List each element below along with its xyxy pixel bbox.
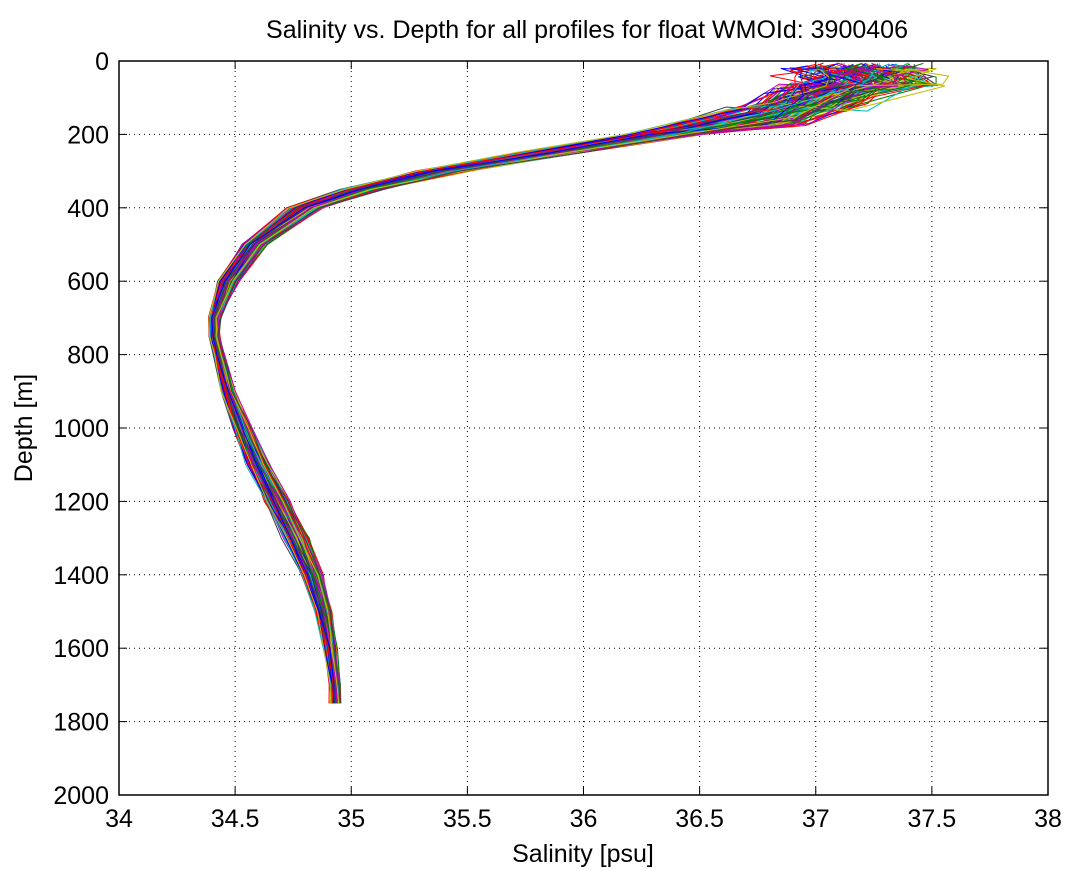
profile-line: [212, 63, 887, 704]
profile-line: [217, 65, 900, 704]
profile-line: [213, 67, 873, 704]
y-tick-label: 0: [95, 48, 109, 76]
profile-line: [209, 68, 884, 704]
profile-line: [212, 67, 839, 704]
profile-line: [213, 65, 858, 704]
x-tick-label: 36: [570, 805, 598, 833]
y-tick-label: 800: [67, 342, 109, 370]
profile-line: [209, 68, 832, 704]
y-tick-label: 1000: [53, 415, 109, 443]
profile-line: [210, 63, 888, 704]
profile-line: [209, 66, 868, 704]
profile-line: [209, 68, 876, 704]
profile-line: [212, 69, 879, 704]
x-tick-label: 35.5: [443, 805, 492, 833]
profile-line: [209, 67, 886, 704]
profile-line: [217, 64, 867, 704]
profile-line: [215, 68, 950, 704]
profile-line: [207, 67, 846, 704]
profile-line: [209, 68, 850, 704]
profile-line: [214, 67, 866, 704]
y-tick-label: 1400: [53, 562, 109, 590]
profile-line: [211, 69, 882, 704]
profile-line: [210, 66, 886, 704]
profile-line: [213, 67, 845, 704]
profile-line: [208, 63, 883, 704]
profile-line: [212, 68, 878, 704]
profile-line: [217, 64, 934, 704]
profile-line: [212, 64, 868, 704]
profile-line: [216, 69, 869, 704]
profile-line: [208, 64, 868, 704]
profile-line: [216, 67, 851, 704]
profile-line: [213, 68, 885, 704]
x-axis-label: Salinity [psu]: [512, 840, 654, 868]
y-tick-label: 1200: [53, 488, 109, 516]
y-tick-label: 400: [67, 195, 109, 223]
profile-line: [210, 66, 865, 704]
profile-line: [213, 64, 879, 704]
x-tick-label: 36.5: [675, 805, 724, 833]
y-axis-label: Depth [m]: [10, 374, 38, 482]
y-tick-label: 2000: [53, 782, 109, 810]
x-tick-label: 37.5: [908, 805, 957, 833]
x-tick-label: 34.5: [211, 805, 260, 833]
y-axis-ticks: 0 200 400 600 800 1000 1200 1400 1600 1800 2000: [53, 48, 1048, 810]
profile-line: [211, 67, 871, 704]
x-axis-ticks: 34 34.5 35 35.5 36 36.5 37 37.5 38: [105, 61, 1062, 833]
profile-line: [214, 68, 861, 704]
y-tick-label: 200: [67, 121, 109, 149]
profile-line: [210, 66, 848, 704]
profile-line: [215, 67, 860, 704]
profile-line: [208, 68, 836, 704]
profile-line: [211, 68, 871, 704]
x-tick-label: 38: [1034, 805, 1062, 833]
profile-line: [210, 67, 888, 704]
y-tick-label: 600: [67, 268, 109, 296]
profile-line: [209, 66, 827, 704]
profile-line: [211, 64, 867, 704]
profile-line: [210, 65, 880, 704]
x-tick-label: 35: [337, 805, 365, 833]
profile-line: [212, 66, 862, 704]
profile-line: [207, 68, 874, 704]
x-tick-label: 34: [105, 805, 133, 833]
chart-title: Salinity vs. Depth for all profiles for …: [266, 16, 908, 44]
y-tick-label: 1800: [53, 709, 109, 737]
y-tick-label: 1600: [53, 635, 109, 663]
profile-lines: [207, 62, 950, 704]
grid-lines: [119, 61, 1048, 795]
profile-line: [212, 67, 854, 704]
profile-line: [209, 63, 878, 704]
profile-line: [211, 68, 831, 704]
x-tick-label: 37: [802, 805, 830, 833]
profile-line: [212, 69, 853, 704]
profile-line: [210, 68, 827, 704]
profile-line: [210, 68, 878, 704]
profile-line: [210, 69, 878, 704]
